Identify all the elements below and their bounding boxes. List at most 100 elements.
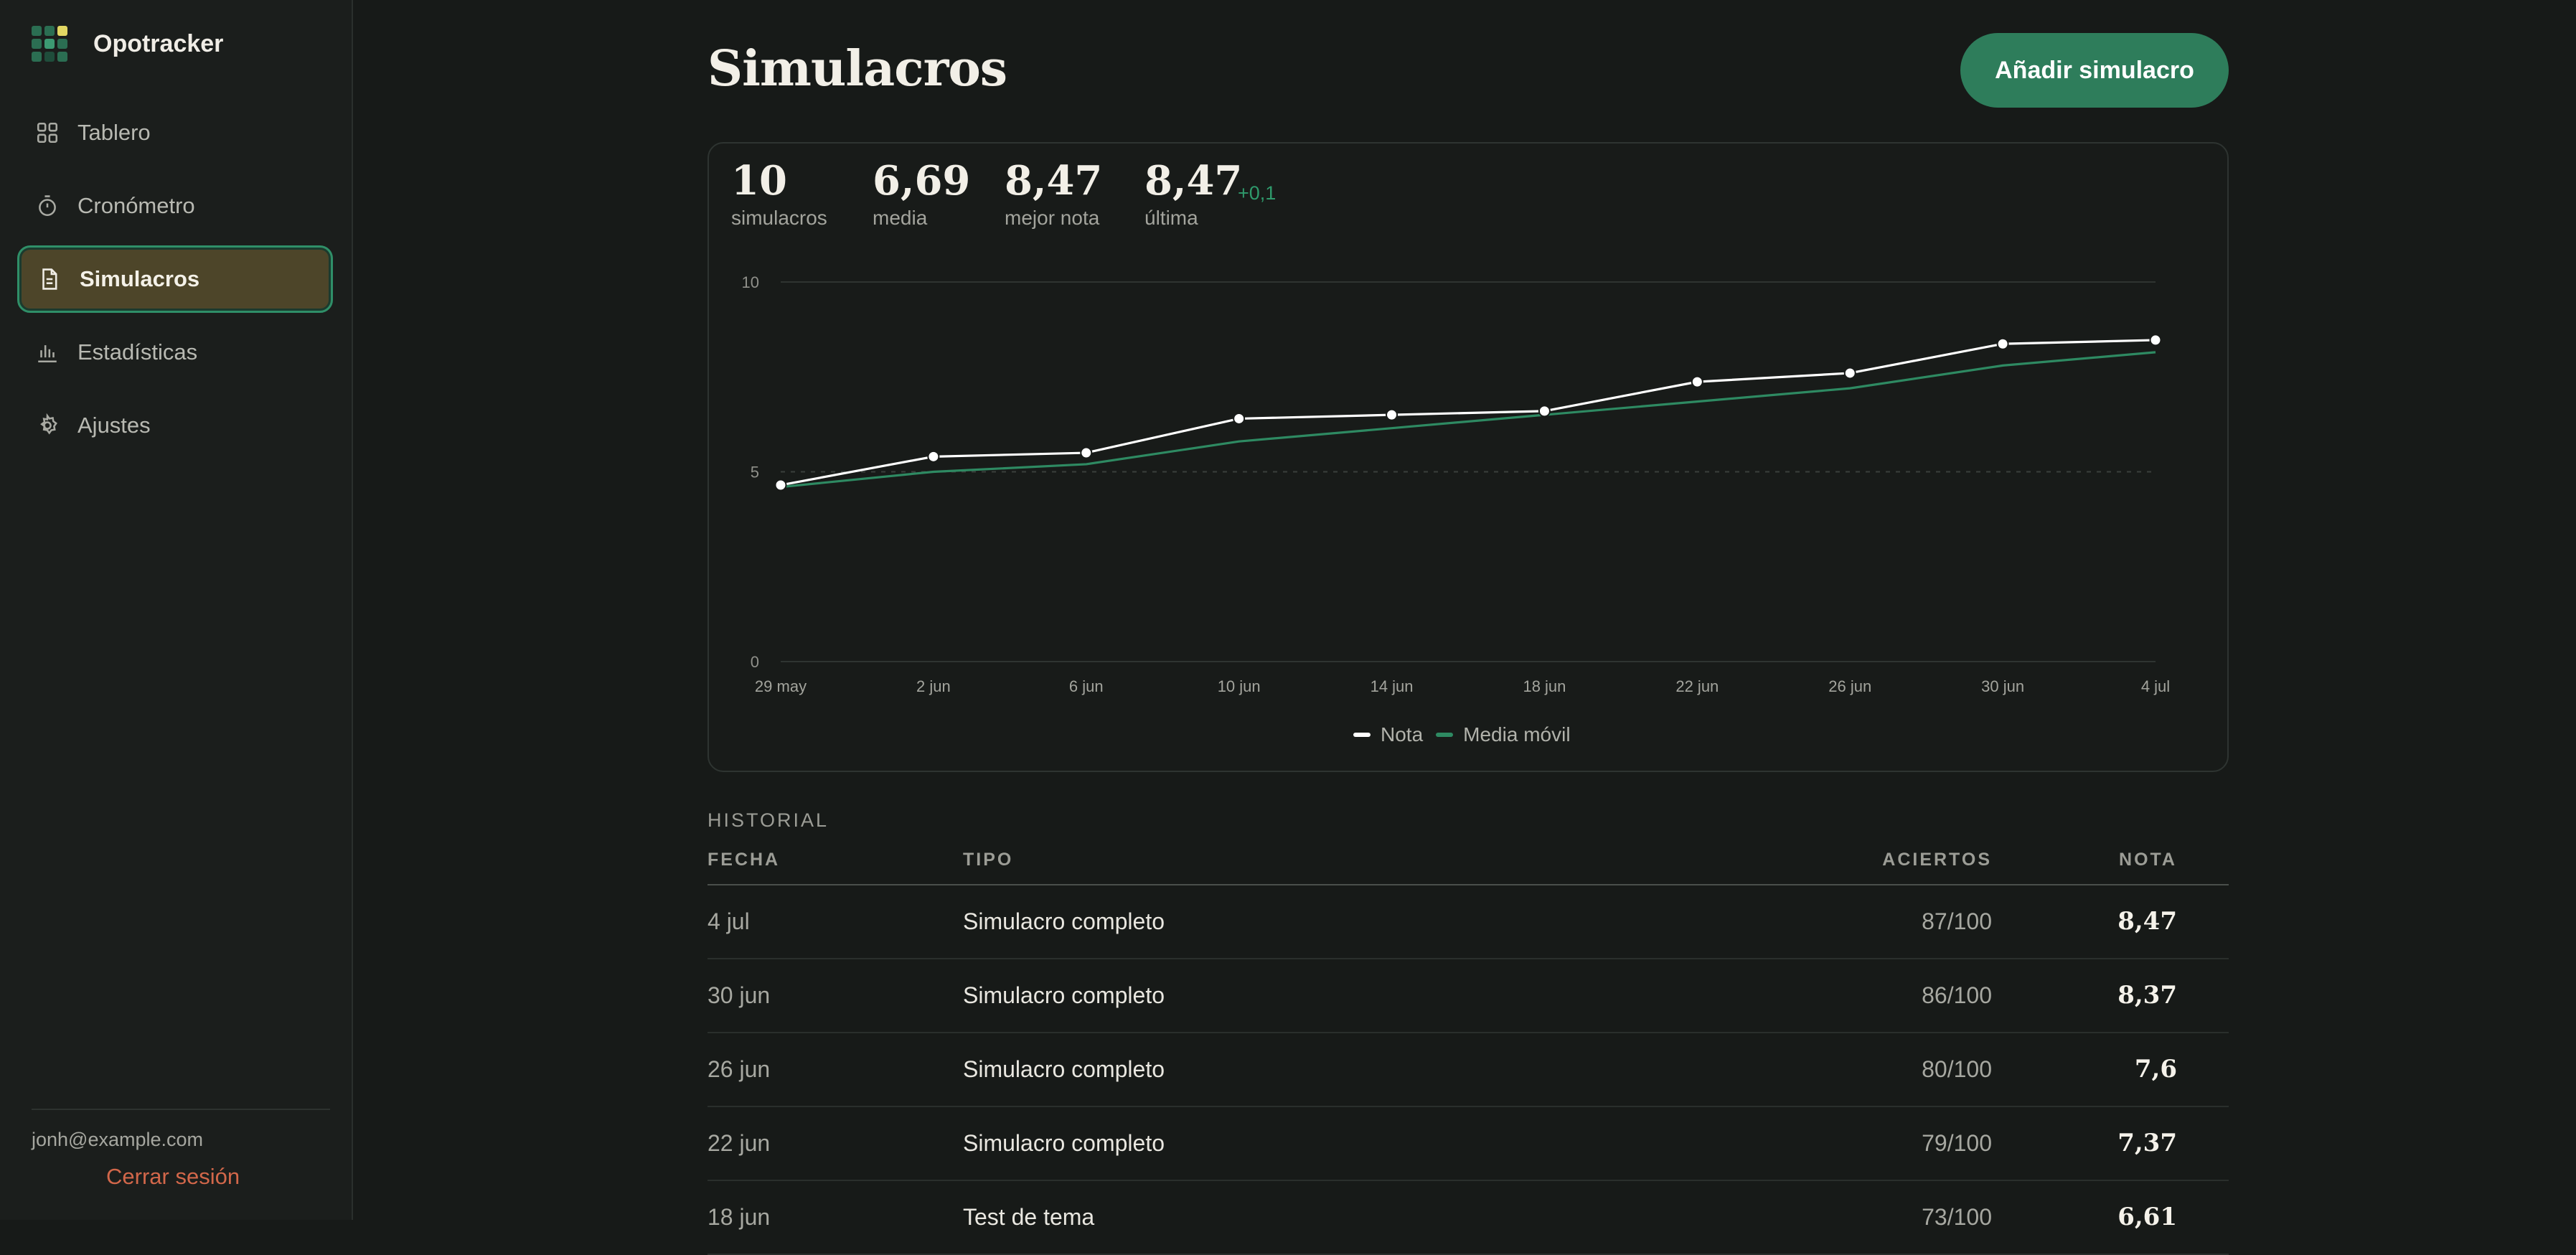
stat-mejor-nota: 8,47 mejor nota xyxy=(1005,158,1102,230)
stat-delta: +0,1 xyxy=(1238,182,1277,204)
sidebar-item-label: Tablero xyxy=(77,120,151,145)
series-line-media-movil xyxy=(780,351,2156,489)
sidebar-item-cronometro[interactable]: Cronómetro xyxy=(17,172,333,240)
stopwatch-icon xyxy=(33,192,62,220)
sidebar-item-label: Ajustes xyxy=(77,413,151,438)
sidebar-item-ajustes[interactable]: Ajustes xyxy=(17,392,333,459)
data-point-nota xyxy=(1538,405,1551,418)
cell-tipo: Simulacro completo xyxy=(963,908,1165,934)
table-row[interactable]: 26 jun Simulacro completo 80/100 7,6 xyxy=(708,1033,2229,1107)
column-header-nota[interactable]: NOTA xyxy=(2119,850,2177,870)
stat-value: 10 xyxy=(731,157,787,205)
cell-fecha: 18 jun xyxy=(708,1204,771,1230)
data-point-nota xyxy=(1080,446,1093,459)
x-tick-label: 6 jun xyxy=(1069,677,1104,695)
column-header-aciertos[interactable]: ACIERTOS xyxy=(1882,850,1992,870)
legend-swatch-nota xyxy=(1353,733,1371,737)
logout-link[interactable]: Cerrar sesión xyxy=(106,1164,240,1189)
stat-value: 8,47 xyxy=(1144,157,1243,205)
stat-media: 6,69 media xyxy=(873,158,970,230)
y-tick-label: 10 xyxy=(742,273,759,291)
data-point-nota xyxy=(1843,367,1856,380)
legend-item-media-movil: Media móvil xyxy=(1436,723,1571,746)
x-tick-label: 26 jun xyxy=(1828,677,1871,695)
cell-tipo: Simulacro completo xyxy=(963,1056,1165,1082)
legend-swatch-media xyxy=(1436,733,1454,737)
logo-icon xyxy=(32,26,73,62)
x-tick-label: 22 jun xyxy=(1675,677,1719,695)
cell-tipo: Simulacro completo xyxy=(963,1130,1165,1156)
data-point-nota xyxy=(1691,375,1703,388)
gear-icon xyxy=(33,411,62,440)
user-email: jonh@example.com xyxy=(32,1129,204,1150)
cell-fecha: 22 jun xyxy=(708,1130,771,1156)
bar-chart-icon xyxy=(33,338,62,367)
stat-label: mejor nota xyxy=(1005,207,1100,229)
cell-tipo: Simulacro completo xyxy=(963,982,1165,1008)
cell-nota: 7,6 xyxy=(2134,1055,2177,1084)
stat-value: 8,47 xyxy=(1005,157,1103,205)
history-table-body: 4 jul Simulacro completo 87/100 8,47 30 … xyxy=(708,885,2229,1255)
sidebar-nav: Tablero Cronómetro Simulacros Estadístic… xyxy=(17,99,333,465)
x-tick-label: 14 jun xyxy=(1371,677,1414,695)
chart-card xyxy=(708,142,2229,772)
x-tick-label: 18 jun xyxy=(1523,677,1566,695)
cell-nota: 8,37 xyxy=(2117,981,2177,1010)
data-point-nota xyxy=(927,450,940,463)
app-name: Opotracker xyxy=(93,29,224,57)
sidebar-item-label: Estadísticas xyxy=(77,339,198,365)
legend-item-nota: Nota xyxy=(1353,723,1423,746)
table-row[interactable]: 30 jun Simulacro completo 86/100 8,37 xyxy=(708,959,2229,1033)
table-row[interactable]: 4 jul Simulacro completo 87/100 8,47 xyxy=(708,885,2229,959)
data-point-nota xyxy=(1996,337,2009,350)
page-title: Simulacros xyxy=(708,40,1007,98)
y-tick-label: 5 xyxy=(751,464,759,481)
sidebar-item-simulacros[interactable]: Simulacros xyxy=(17,245,333,313)
grid-icon xyxy=(33,118,62,147)
cell-nota: 7,37 xyxy=(2117,1129,2177,1157)
x-tick-label: 4 jul xyxy=(2141,677,2170,695)
cell-nota: 8,47 xyxy=(2117,907,2177,936)
add-simulacro-button[interactable]: Añadir simulacro xyxy=(1960,33,2229,108)
chart-legend: Nota Media móvil xyxy=(1353,723,1584,746)
stat-value: 6,69 xyxy=(873,157,971,205)
sidebar: Opotracker Tablero Cronómetro Simulacros… xyxy=(0,0,353,1220)
x-tick-label: 10 jun xyxy=(1218,677,1261,695)
legend-label: Nota xyxy=(1381,723,1424,746)
x-tick-label: 2 jun xyxy=(916,677,951,695)
table-row[interactable]: 22 jun Simulacro completo 79/100 7,37 xyxy=(708,1107,2229,1181)
column-header-fecha[interactable]: FECHA xyxy=(708,850,781,870)
history-title: HISTORIAL xyxy=(708,809,829,831)
data-point-nota xyxy=(2149,334,2162,347)
sidebar-item-estadisticas[interactable]: Estadísticas xyxy=(17,319,333,386)
data-point-nota xyxy=(1233,412,1246,425)
cell-fecha: 26 jun xyxy=(708,1056,771,1082)
series-line-nota xyxy=(780,339,2156,487)
x-tick-label: 30 jun xyxy=(1981,677,2024,695)
stat-label: última xyxy=(1144,207,1198,229)
data-point-nota xyxy=(774,479,787,492)
cell-tipo: Test de tema xyxy=(963,1204,1095,1230)
sidebar-divider xyxy=(32,1109,330,1110)
legend-label: Media móvil xyxy=(1463,723,1571,746)
stat-label: media xyxy=(873,207,928,229)
table-row[interactable]: 18 jun Test de tema 73/100 6,61 xyxy=(708,1181,2229,1255)
y-tick-label: 0 xyxy=(751,653,759,671)
cell-fecha: 30 jun xyxy=(708,982,771,1008)
stat-simulacros: 10 simulacros xyxy=(731,158,827,230)
cell-aciertos: 80/100 xyxy=(1922,1056,1992,1082)
document-icon xyxy=(35,265,64,293)
cell-fecha: 4 jul xyxy=(708,908,750,934)
cell-nota: 6,61 xyxy=(2117,1203,2177,1231)
column-header-tipo[interactable]: TIPO xyxy=(963,850,1014,870)
cell-aciertos: 79/100 xyxy=(1922,1130,1992,1156)
sidebar-item-label: Cronómetro xyxy=(77,193,195,218)
sidebar-item-tablero[interactable]: Tablero xyxy=(17,99,333,166)
cell-aciertos: 73/100 xyxy=(1922,1204,1992,1230)
stat-label: simulacros xyxy=(731,207,827,229)
brand[interactable]: Opotracker xyxy=(32,26,223,62)
data-point-nota xyxy=(1386,408,1399,421)
table-header: FECHA TIPO ACIERTOS NOTA xyxy=(708,840,2229,885)
x-tick-label: 29 may xyxy=(755,677,807,695)
stat-ultima: 8,47 última +0,1 xyxy=(1144,157,1276,230)
